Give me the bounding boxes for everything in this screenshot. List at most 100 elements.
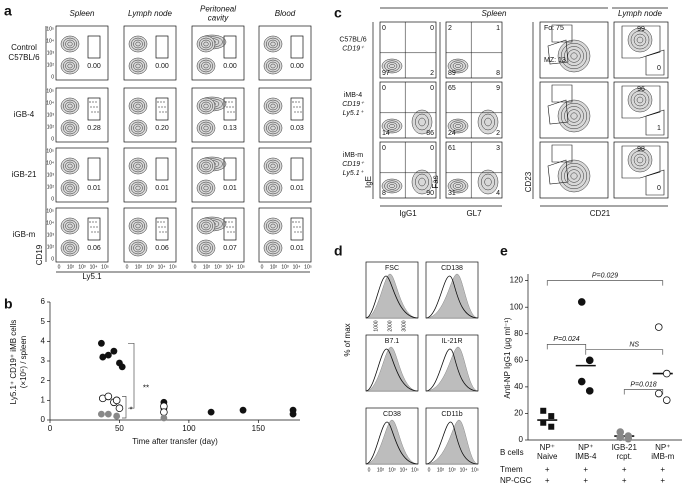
contour bbox=[60, 217, 80, 235]
contour bbox=[133, 61, 143, 71]
contour bbox=[450, 180, 466, 192]
x-tick-label: 0 bbox=[48, 424, 53, 433]
contour bbox=[447, 58, 469, 74]
event bbox=[233, 111, 235, 113]
contour bbox=[564, 166, 584, 186]
event bbox=[165, 231, 167, 233]
contour bbox=[131, 181, 145, 195]
histogram-control bbox=[365, 273, 419, 319]
event bbox=[165, 111, 167, 113]
x-tick-label: 150 bbox=[252, 424, 266, 433]
histogram-sample bbox=[365, 348, 419, 392]
contour bbox=[133, 123, 143, 133]
x-axis-label: GL7 bbox=[466, 209, 482, 218]
contour bbox=[386, 122, 398, 130]
event bbox=[157, 101, 159, 103]
contour bbox=[270, 125, 276, 131]
contour bbox=[263, 57, 283, 75]
plot-frame bbox=[379, 141, 437, 199]
event bbox=[92, 101, 94, 103]
event bbox=[160, 221, 162, 223]
contour bbox=[65, 123, 75, 133]
histogram-control bbox=[425, 419, 479, 465]
contour bbox=[384, 180, 400, 192]
gate-value: 0.01 bbox=[155, 185, 169, 192]
contour bbox=[564, 106, 584, 126]
quadrant-value: 89 bbox=[448, 70, 456, 77]
plot-frame bbox=[258, 147, 312, 203]
contour bbox=[199, 99, 213, 113]
contour bbox=[67, 63, 73, 69]
gate bbox=[290, 157, 304, 181]
contour bbox=[266, 59, 280, 73]
event bbox=[294, 231, 296, 233]
annotation: ** bbox=[143, 384, 149, 393]
category-label: rcpt. bbox=[616, 452, 632, 461]
point bbox=[654, 389, 663, 398]
point bbox=[540, 419, 547, 426]
bracket bbox=[585, 349, 664, 355]
column-header: Blood bbox=[275, 9, 296, 18]
gate-value: 0.03 bbox=[290, 125, 304, 132]
contour bbox=[65, 243, 75, 253]
y-tick-label: 0 bbox=[51, 196, 54, 202]
quadrant-value: 65 bbox=[448, 85, 456, 92]
plot-frame bbox=[539, 141, 609, 199]
event bbox=[164, 226, 166, 228]
point bbox=[115, 404, 124, 413]
quadrant-value: 86 bbox=[426, 130, 434, 137]
panel-letter: d bbox=[334, 243, 343, 259]
annotation: P=0.018 bbox=[630, 381, 656, 388]
contour bbox=[570, 112, 578, 120]
contour bbox=[415, 173, 429, 191]
quadrant-value: 31 bbox=[448, 190, 456, 197]
histogram-control bbox=[425, 346, 479, 392]
x-tick-label: 10³ bbox=[146, 264, 154, 270]
contour bbox=[481, 113, 495, 131]
quadrant-value: 9 bbox=[496, 85, 500, 92]
contour bbox=[627, 147, 653, 173]
contour bbox=[266, 241, 280, 255]
x-axis-label: CD21 bbox=[590, 209, 611, 218]
event bbox=[297, 231, 299, 233]
point bbox=[548, 413, 555, 420]
contour bbox=[570, 172, 578, 180]
point bbox=[239, 406, 247, 414]
y-axis-label: (×10⁵) / spleen bbox=[19, 336, 28, 388]
point bbox=[616, 433, 625, 442]
contour bbox=[386, 182, 398, 190]
event bbox=[91, 111, 93, 113]
contour bbox=[128, 179, 148, 197]
event bbox=[292, 221, 294, 223]
contour bbox=[268, 243, 278, 253]
quadrant-value: 0 bbox=[430, 145, 434, 152]
gate-value: 0.13 bbox=[223, 125, 237, 132]
gate bbox=[155, 157, 169, 181]
contour bbox=[557, 159, 591, 193]
event bbox=[96, 106, 98, 108]
row-label: iMB-4 bbox=[344, 92, 362, 99]
contour bbox=[203, 125, 209, 131]
x-tick-label: 0 bbox=[261, 264, 264, 270]
x-tick-label: 10² bbox=[437, 467, 445, 473]
gate bbox=[223, 157, 237, 181]
event bbox=[231, 221, 233, 223]
contour bbox=[557, 99, 591, 133]
contour bbox=[203, 103, 209, 109]
quadrant-value: 2 bbox=[430, 70, 434, 77]
gate bbox=[155, 35, 169, 59]
contour bbox=[67, 185, 73, 191]
event bbox=[295, 101, 297, 103]
plot-frame bbox=[258, 207, 312, 263]
contour bbox=[196, 57, 216, 75]
contour bbox=[203, 63, 209, 69]
contour bbox=[263, 239, 283, 257]
contour bbox=[67, 125, 73, 131]
x-tick-label: 10³ bbox=[281, 264, 289, 270]
y-tick-label: 10² bbox=[47, 124, 55, 130]
gate-value: 0.01 bbox=[87, 185, 101, 192]
row-label: iGB-4 bbox=[14, 110, 35, 119]
contour bbox=[418, 117, 426, 127]
point bbox=[624, 434, 633, 443]
gate bbox=[155, 217, 169, 241]
